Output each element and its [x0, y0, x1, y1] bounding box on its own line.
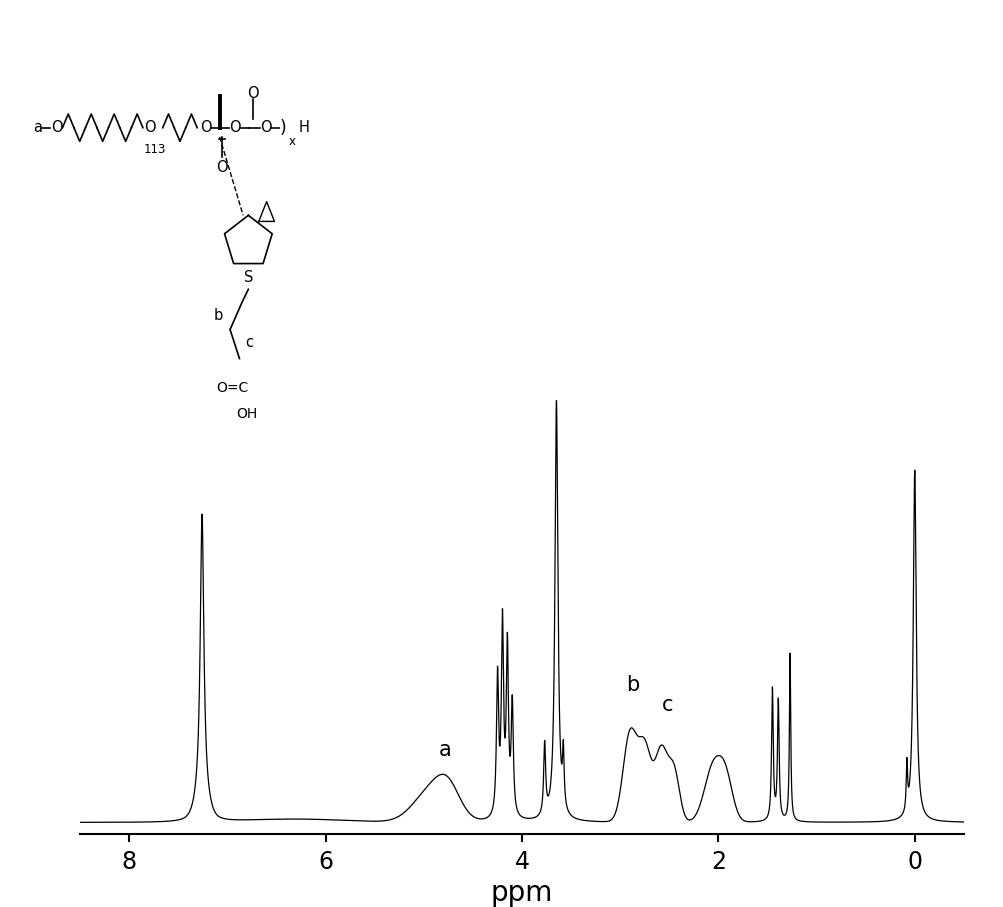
Text: x: x	[288, 135, 295, 148]
Text: c: c	[245, 335, 253, 350]
Text: a: a	[438, 740, 451, 760]
Text: 113: 113	[143, 142, 166, 155]
Text: OH: OH	[236, 407, 257, 421]
Text: O=C: O=C	[216, 381, 248, 395]
Text: O: O	[216, 160, 228, 175]
Text: c: c	[661, 695, 672, 715]
Text: O: O	[200, 121, 212, 135]
Text: O: O	[260, 121, 272, 135]
Text: O: O	[247, 86, 259, 101]
Text: O: O	[51, 121, 62, 135]
Text: ): )	[279, 119, 286, 137]
Text: S: S	[244, 270, 253, 286]
Text: b: b	[626, 675, 639, 695]
X-axis label: ppm: ppm	[490, 879, 553, 907]
Text: H: H	[299, 121, 310, 135]
Text: a: a	[33, 121, 42, 135]
Text: O: O	[143, 121, 155, 135]
Text: b: b	[214, 308, 223, 324]
Text: O: O	[229, 121, 241, 135]
